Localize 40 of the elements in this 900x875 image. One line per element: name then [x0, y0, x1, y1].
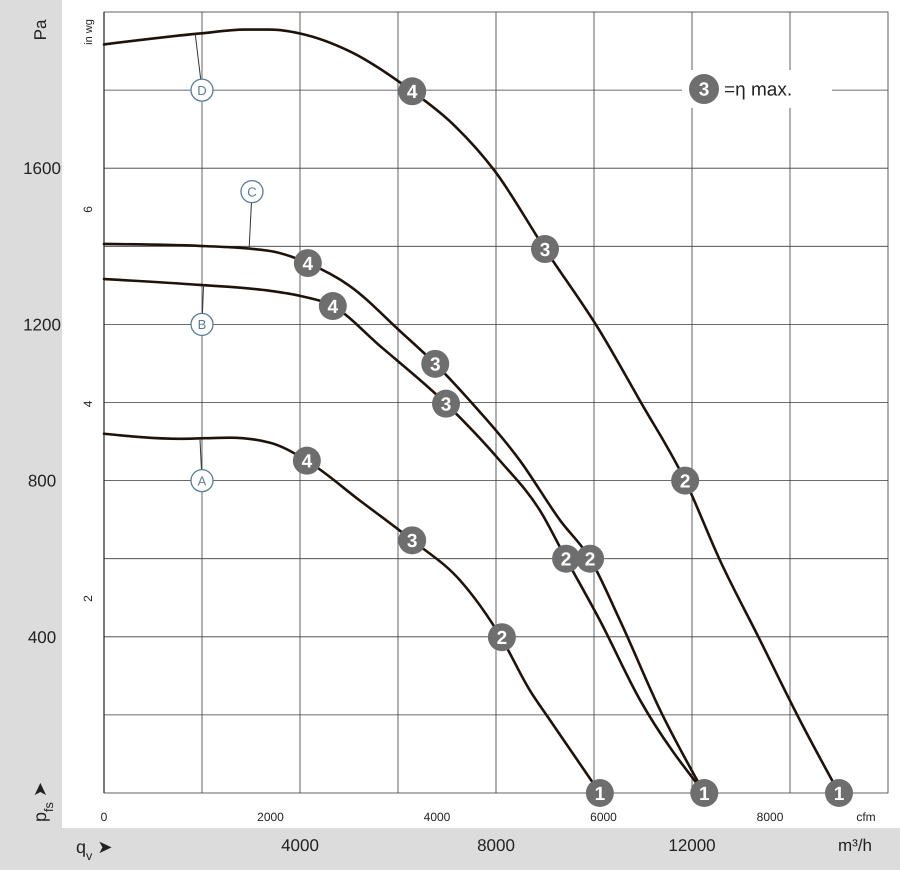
x2-tick-label: 2000: [257, 810, 284, 824]
annotation: 4: [328, 296, 339, 318]
y2-tick-label: 2: [81, 594, 95, 602]
annotation: 3: [430, 354, 441, 376]
annotation: 4: [406, 82, 418, 104]
y-axis-title: Pa: [31, 19, 50, 40]
annotation: 2: [560, 550, 572, 571]
x2-tick-label: 0: [100, 810, 108, 824]
annotation: 2: [680, 471, 690, 492]
x2-tick-label: 4000: [424, 810, 451, 824]
y-tick-label: 800: [28, 472, 56, 491]
annotation: 3 =η max.: [698, 80, 792, 101]
x-tick-label: 12000: [668, 836, 716, 855]
annotation: 2: [584, 550, 596, 571]
y-tick-label: 1200: [23, 315, 61, 334]
annotation: 4: [302, 452, 313, 473]
annotation: A: [198, 473, 207, 488]
annotation: C: [247, 184, 257, 200]
annotation: 3: [406, 531, 418, 552]
y2-axis-title: in wg: [83, 19, 95, 45]
annotation: 1: [834, 784, 845, 805]
annotation: 3: [540, 240, 550, 261]
x-axis-title: m³/h: [838, 836, 872, 855]
annotation: 4: [302, 254, 314, 275]
annotation: D: [197, 82, 207, 98]
annotation: 3: [440, 394, 452, 416]
annotation: B: [198, 317, 206, 332]
y2-tick-label: 6: [81, 206, 95, 213]
annotation: 1: [698, 784, 710, 805]
y-tick-label: 1600: [23, 159, 61, 178]
annotation: 2: [496, 628, 508, 650]
x2-tick-label: 6000: [590, 810, 618, 824]
text: q$_{v}$ ➤: [76, 837, 112, 863]
annotation: 1: [594, 784, 606, 805]
x-tick-label: 4000: [281, 836, 319, 855]
y2-tick-label: 4: [81, 400, 95, 408]
y-tick-label: 400: [28, 628, 56, 647]
x-tick-label: 8000: [477, 836, 515, 855]
x2-tick-label: 8000: [756, 810, 784, 824]
x2-axis-title: cfm: [856, 810, 876, 824]
